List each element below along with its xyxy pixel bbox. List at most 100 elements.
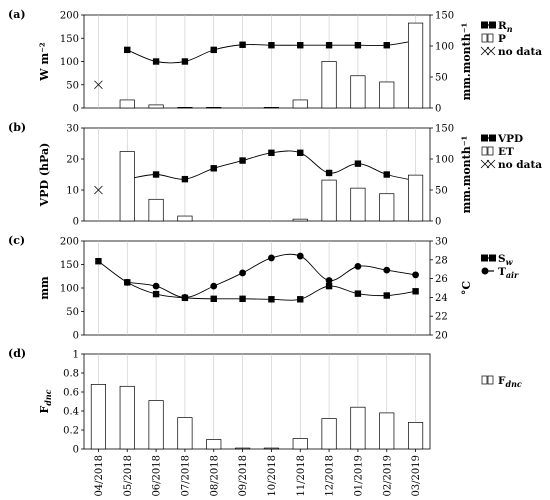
panel-b-series-1-bar-1	[119, 151, 135, 222]
panel-b-frame	[83, 127, 431, 222]
panel-b-ltick-label-1: 10	[66, 186, 79, 197]
panel-c-series-0-line	[98, 260, 416, 301]
panel-d-ltick-label-4: 0.8	[63, 369, 79, 380]
x-tick-label-3: 07/2018	[180, 455, 191, 497]
panel-c-ylabel-right: °C	[460, 281, 473, 296]
panel-b-rtick-label-2: 100	[435, 155, 454, 166]
panel-c-frame	[83, 240, 431, 336]
panel-b-ylabel-left: VPD (hPa)	[38, 143, 51, 208]
panel-d-series-0-bar-3	[177, 417, 193, 450]
panel-c-series-1-legend-marker	[481, 267, 489, 275]
panel-c-series-1-point-10	[412, 271, 419, 279]
panel-d-frame	[83, 353, 431, 450]
panel-c-series-0-point-2	[152, 290, 160, 298]
panel-d-ltick-label-3: 0.6	[63, 388, 79, 399]
panel-a-series-0-point-0	[124, 46, 131, 54]
panel-c-series-0-legend-label: Sw	[498, 253, 514, 267]
panel-c-ltick-label-3: 150	[60, 260, 79, 271]
panel-d-ltick-label-2: 0.4	[63, 407, 79, 418]
panel-c-ltick-label-1: 50	[66, 307, 79, 318]
panel-d-ltick-label-1: 0.2	[63, 426, 79, 437]
panel-b-ltick-label-0: 0	[73, 217, 79, 228]
x-tick-label-5: 09/2018	[238, 455, 249, 497]
panel-b-series-0-point-5	[268, 149, 275, 156]
panel-c-ltick-label-2: 100	[60, 284, 79, 295]
panel-d-series-0-bar-5	[235, 447, 251, 450]
panel-b-series-0-point-6	[297, 149, 304, 156]
panel-d-series-0-bar-8	[321, 418, 337, 450]
panel-c-series-0-point-0	[95, 258, 102, 265]
panel-a-series-1-bar-10	[379, 81, 395, 109]
panel-b-series-2-legend-label: no data	[498, 159, 542, 171]
panel-c-series-0-point-11	[412, 288, 419, 295]
panel-b-series-1-legend-label: ET	[498, 146, 514, 158]
panel-c-series-0-point-5	[239, 295, 246, 303]
panel-a-series-1-bar-3	[177, 107, 193, 109]
panel-b-series-0-point-9	[383, 171, 390, 178]
panel-c-series-0-point-9	[354, 290, 362, 297]
panel-b-series-1-bar-7	[292, 218, 308, 222]
x-tick-label-8: 12/2018	[325, 455, 336, 497]
panel-c-series-0-point-6	[268, 296, 275, 303]
panel-a-ltick-label-1: 50	[66, 80, 79, 91]
panel-c-series-1-point-6	[296, 252, 304, 260]
panel-b-series-2-x-0	[94, 185, 103, 195]
panel-a-series-1-bar-11	[408, 22, 424, 109]
panel-c-series-1-point-4	[239, 269, 246, 277]
panel-c-series-1-point-7	[325, 277, 333, 284]
panel-d-series-0-bar-2	[148, 400, 164, 450]
panel-c-series-0-point-8	[325, 282, 333, 290]
panel-c-series-0-point-10	[383, 292, 390, 299]
panel-b-series-0-legend-marker	[481, 134, 488, 142]
x-tick-label-10: 02/2019	[382, 455, 393, 497]
panel-b-series-0-point-1	[152, 171, 160, 178]
panel-a-rtick-label-2: 100	[435, 42, 454, 53]
panel-a-ltick-label-3: 150	[60, 34, 79, 45]
panel-c-series-1-point-3	[210, 282, 218, 290]
panel-c-series-1-point-9	[383, 266, 391, 274]
panel-c-series-1-point-0	[123, 278, 131, 286]
panel-d-series-0-bar-9	[350, 406, 366, 450]
x-tick-label-11: 03/2019	[411, 455, 422, 497]
panel-b-label: (b)	[8, 121, 26, 134]
panel-c-ltick-label-0: 0	[73, 331, 79, 342]
panel-c-series-1-point-8	[354, 262, 362, 270]
panel-d-series-0-bar-7	[292, 438, 308, 450]
panel-c-series-0-point-4	[210, 295, 217, 303]
panel-c-series-1-point-2	[181, 294, 189, 301]
panel-b-series-1-legend-bar-2	[487, 146, 494, 156]
x-tick-label-7: 11/2018	[296, 455, 307, 497]
panel-a-frame	[83, 14, 431, 109]
panel-a-ltick-label-2: 100	[60, 57, 79, 68]
x-tick-label-6: 10/2018	[267, 455, 278, 497]
panel-c-series-0-legend-marker-2	[489, 254, 496, 262]
panel-b-rtick-label-0: 0	[435, 217, 441, 228]
panel-a-series-1-bar-9	[350, 75, 366, 109]
panel-b-rtick-label-3: 150	[435, 124, 454, 135]
x-tick-label-1: 05/2018	[123, 455, 134, 497]
panel-a-series-0-legend-marker	[481, 21, 488, 29]
x-tick-label-2: 06/2018	[152, 455, 163, 497]
panel-a-series-0-point-9	[383, 42, 390, 49]
panel-b-series-2-legend-x	[480, 159, 490, 169]
panel-b-series-1-bar-11	[408, 174, 424, 222]
panel-d-series-0-legend-bar	[481, 375, 488, 385]
panel-a-rtick-label-3: 150	[435, 11, 454, 22]
panel-c-rtick-label-0: 20	[435, 331, 448, 342]
panel-a-series-0-legend-marker-2	[489, 21, 496, 29]
panel-d-series-0-bar-0	[90, 384, 106, 450]
panel-b-series-1-bar-9	[350, 187, 366, 222]
panel-b-series-0-legend-label: VPD	[497, 133, 523, 145]
panel-d-ltick-label-5: 1	[73, 350, 79, 361]
panel-b-series-1-bar-2	[148, 198, 164, 222]
panel-a-series-1-bar-1	[119, 99, 135, 109]
panel-a-series-1-bar-6	[263, 107, 279, 109]
x-tick-label-4: 08/2018	[209, 455, 220, 497]
panel-a-label: (a)	[8, 8, 26, 21]
panel-b-series-0-point-4	[239, 157, 246, 164]
panel-c-rtick-label-2: 24	[435, 293, 448, 304]
panel-c-rtick-label-3: 26	[435, 274, 448, 285]
panel-a-series-0-point-2	[181, 58, 189, 65]
panel-a-series-0-point-5	[268, 42, 275, 49]
